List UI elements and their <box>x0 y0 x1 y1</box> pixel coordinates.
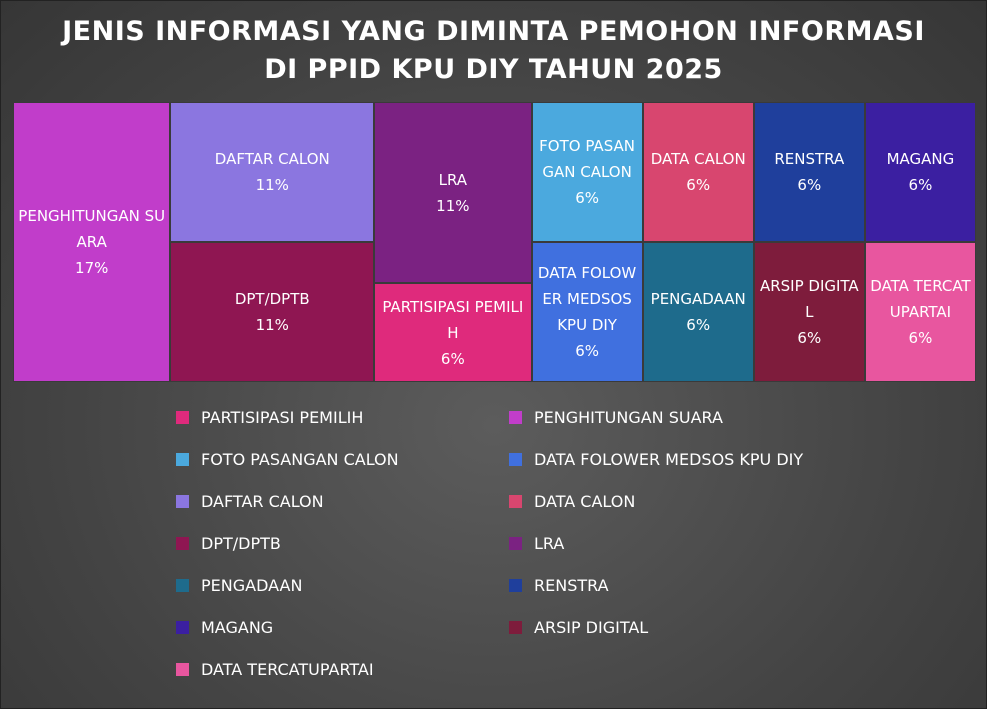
legend-label: PENGHITUNGAN SUARA <box>534 407 723 427</box>
cell-label: DPT/DPTB <box>234 290 310 308</box>
legend-label: RENSTRA <box>534 575 609 595</box>
cell-label: FOTO PASANGAN CALON <box>539 137 635 181</box>
cell-label: DAFTAR CALON <box>214 150 330 168</box>
legend-swatch <box>509 452 522 466</box>
legend-swatch <box>176 410 189 424</box>
legend-swatch <box>509 494 522 508</box>
cell-value-label: 11% <box>436 196 470 215</box>
legend-swatch <box>176 662 189 676</box>
chart-title: JENIS INFORMASI YANG DIMINTA PEMOHON INF… <box>62 16 925 85</box>
legend-item: RENSTRA <box>509 574 842 596</box>
legend-item: LRA <box>509 532 842 554</box>
legend-label: DPT/DPTB <box>201 533 281 553</box>
cell-label: PENGHITUNGAN SUARA <box>18 207 166 251</box>
cell-label: MAGANG <box>886 150 955 168</box>
legend-swatch <box>176 494 189 508</box>
legend-label: PARTISIPASI PEMILIH <box>201 407 364 427</box>
cell-label: DATA FOLOWER MEDSOS KPU DIY <box>537 264 637 334</box>
treemap-cell: DATA FOLOWER MEDSOS KPU DIY 6% <box>531 242 643 382</box>
legend-label: DATA TERCATUPARTAI <box>201 659 374 679</box>
legend-item: PENGHITUNGAN SUARA <box>509 406 842 428</box>
legend-item: PENGADAAN <box>176 574 509 596</box>
cell-value-label: 6% <box>686 176 711 194</box>
legend-swatch <box>176 452 189 466</box>
treemap-cell: DATA CALON 6% <box>642 102 754 242</box>
treemap-cell: PENGADAAN 6% <box>642 242 754 382</box>
legend-item: DATA TERCATUPARTAI <box>176 658 509 680</box>
cell-label: DATA TERCATUPARTAI <box>870 277 971 321</box>
cell-label: PARTISIPASI PEMILIH <box>382 297 524 342</box>
cell-label: ARSIP DIGITAL <box>759 277 859 321</box>
cell-label: DATA CALON <box>650 150 746 168</box>
cell-label: RENSTRA <box>774 150 845 168</box>
cell-value-label: 6% <box>797 176 822 194</box>
treemap-cell: DATA TERCATUPARTAI 6% <box>864 242 976 382</box>
cell-value-label: 6% <box>797 329 822 347</box>
treemap-cell: RENSTRA 6% <box>753 102 865 242</box>
cell-value-label: 6% <box>575 189 599 207</box>
legend-label: LRA <box>534 533 565 553</box>
legend-swatch <box>509 578 522 592</box>
legend-label: DAFTAR CALON <box>201 491 324 511</box>
legend-item: MAGANG <box>176 616 509 638</box>
legend-item: DATA CALON <box>509 490 842 512</box>
legend-label: DATA FOLOWER MEDSOS KPU DIY <box>534 449 804 469</box>
treemap-cell: PARTISIPASI PEMILIH 6% <box>374 283 532 382</box>
cell-value-label: 6% <box>575 342 599 360</box>
cell-value-label: 17% <box>75 259 109 277</box>
cell-value-label: 6% <box>686 316 711 334</box>
legend-swatch <box>509 620 522 634</box>
legend-item: FOTO PASANGAN CALON <box>176 448 509 470</box>
legend-item: ARSIP DIGITAL <box>509 616 842 638</box>
treemap-cell: DAFTAR CALON 11% <box>170 102 375 242</box>
legend-swatch <box>509 536 522 550</box>
legend-item: DPT/DPTB <box>176 532 509 554</box>
treemap-cell: PENGHITUNGAN SUARA 17% <box>13 102 171 382</box>
treemap-cell: ARSIP DIGITAL 6% <box>753 242 865 382</box>
legend-label: DATA CALON <box>534 491 636 511</box>
treemap-cell: LRA 11% <box>374 102 532 284</box>
treemap-cell: FOTO PASANGAN CALON 6% <box>531 102 643 242</box>
cell-value-label: 11% <box>255 176 289 194</box>
legend-swatch <box>509 410 522 424</box>
legend-label: ARSIP DIGITAL <box>534 617 649 637</box>
treemap-cell: MAGANG 6% <box>864 102 976 242</box>
cell-label: PENGADAAN <box>650 290 746 308</box>
legend: PARTISIPASI PEMILIH PENGHITUNGAN SUARA FOT… <box>176 406 876 680</box>
legend-label: PENGADAAN <box>201 575 303 595</box>
legend-item: DATA FOLOWER MEDSOS KPU DIY <box>509 448 842 470</box>
cell-value-label: 6% <box>908 329 933 347</box>
legend-swatch <box>176 578 189 592</box>
legend-swatch <box>176 620 189 634</box>
cell-value-label: 11% <box>255 316 289 334</box>
plot-area: PENGHITUNGAN SUARA 17% DAFTAR CALON 11% DPT/… <box>13 102 976 382</box>
cell-value-label: 6% <box>908 176 933 194</box>
legend-item: DAFTAR CALON <box>176 490 509 512</box>
treemap-cell: DPT/DPTB 11% <box>170 242 375 382</box>
cell-label: LRA <box>438 170 468 189</box>
legend-swatch <box>176 536 189 550</box>
cell-value-label: 6% <box>440 349 465 368</box>
legend-label: MAGANG <box>201 617 274 637</box>
legend-label: FOTO PASANGAN CALON <box>201 449 399 469</box>
legend-item: PARTISIPASI PEMILIH <box>176 406 509 428</box>
